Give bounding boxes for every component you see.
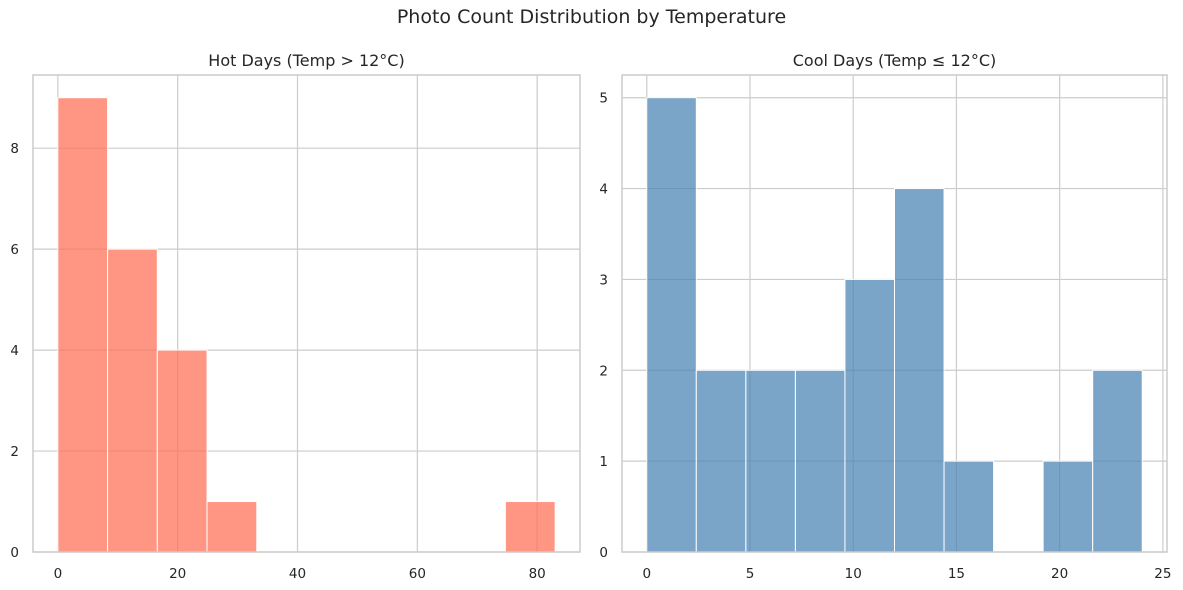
cool-subplot-title: Cool Days (Temp ≤ 12°C) (793, 51, 997, 70)
cool-histogram-bar (894, 188, 945, 553)
cool-histogram-bar (794, 369, 846, 553)
hot-axes-frame (32, 74, 581, 553)
hot-y-tick-label: 4 (10, 343, 19, 359)
hot-histogram-bar (57, 97, 109, 553)
cool-x-tick-label: 25 (1154, 566, 1171, 582)
hot-subplot-title: Hot Days (Temp > 12°C) (208, 51, 404, 70)
cool-x-tick-label: 20 (1051, 566, 1068, 582)
cool-y-tick-label: 0 (599, 545, 608, 561)
cool-histogram-bar (646, 97, 697, 553)
hot-y-tick-label: 6 (10, 242, 19, 258)
hot-y-tick-label: 2 (10, 444, 19, 460)
cool-histogram-bar (1092, 369, 1143, 553)
hot-x-tick-label: 40 (289, 566, 306, 582)
cool-y-tick-label: 5 (599, 91, 608, 107)
hot-x-tick-label: 60 (409, 566, 426, 582)
cool-histogram-bar (1042, 460, 1094, 553)
hot-histogram-bar (107, 248, 158, 553)
hot-x-tick-label: 0 (54, 566, 63, 582)
cool-y-tick-label: 3 (599, 272, 608, 288)
cool-x-tick-label: 5 (746, 566, 755, 582)
cool-y-tick-label: 2 (599, 363, 608, 379)
hot-x-tick-label: 20 (169, 566, 186, 582)
cool-histogram-bar (745, 369, 796, 553)
figure-title: Photo Count Distribution by Temperature (396, 6, 787, 28)
hot-x-tick-label: 80 (529, 566, 546, 582)
hot-y-tick-label: 8 (10, 141, 19, 157)
hot-histogram-bar (504, 501, 556, 553)
cool-y-tick-label: 4 (599, 182, 608, 198)
cool-histogram-bar (695, 369, 747, 553)
cool-axes-frame (621, 74, 1168, 553)
cool-histogram-bar (844, 278, 895, 553)
cool-x-tick-label: 10 (845, 566, 862, 582)
cool-y-tick-label: 1 (599, 454, 608, 470)
cool-x-tick-label: 0 (642, 566, 651, 582)
cool-histogram-bar (943, 460, 995, 553)
cool-x-tick-label: 15 (948, 566, 965, 582)
hot-y-tick-label: 0 (10, 545, 19, 561)
